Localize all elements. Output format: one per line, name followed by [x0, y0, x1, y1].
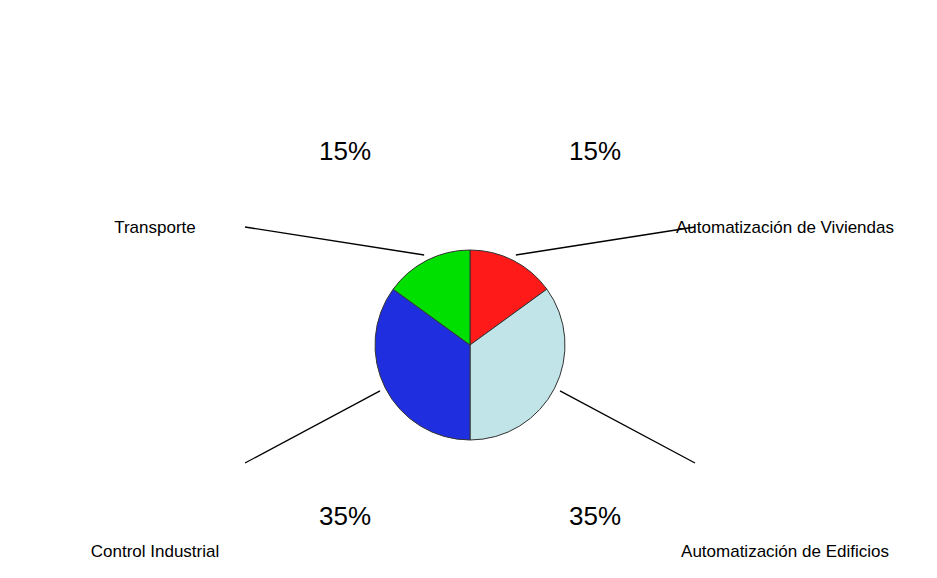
svg-text:Automatización de Viviendas: Automatización de Viviendas: [676, 218, 894, 237]
svg-text:35%: 35%: [569, 501, 621, 531]
svg-text:35%: 35%: [319, 501, 371, 531]
svg-text:15%: 15%: [319, 136, 371, 166]
svg-text:15%: 15%: [569, 136, 621, 166]
svg-text:Transporte: Transporte: [114, 218, 196, 237]
svg-text:Control Industrial: Control Industrial: [91, 542, 220, 561]
svg-text:Automatización de Edificios: Automatización de Edificios: [681, 542, 889, 561]
